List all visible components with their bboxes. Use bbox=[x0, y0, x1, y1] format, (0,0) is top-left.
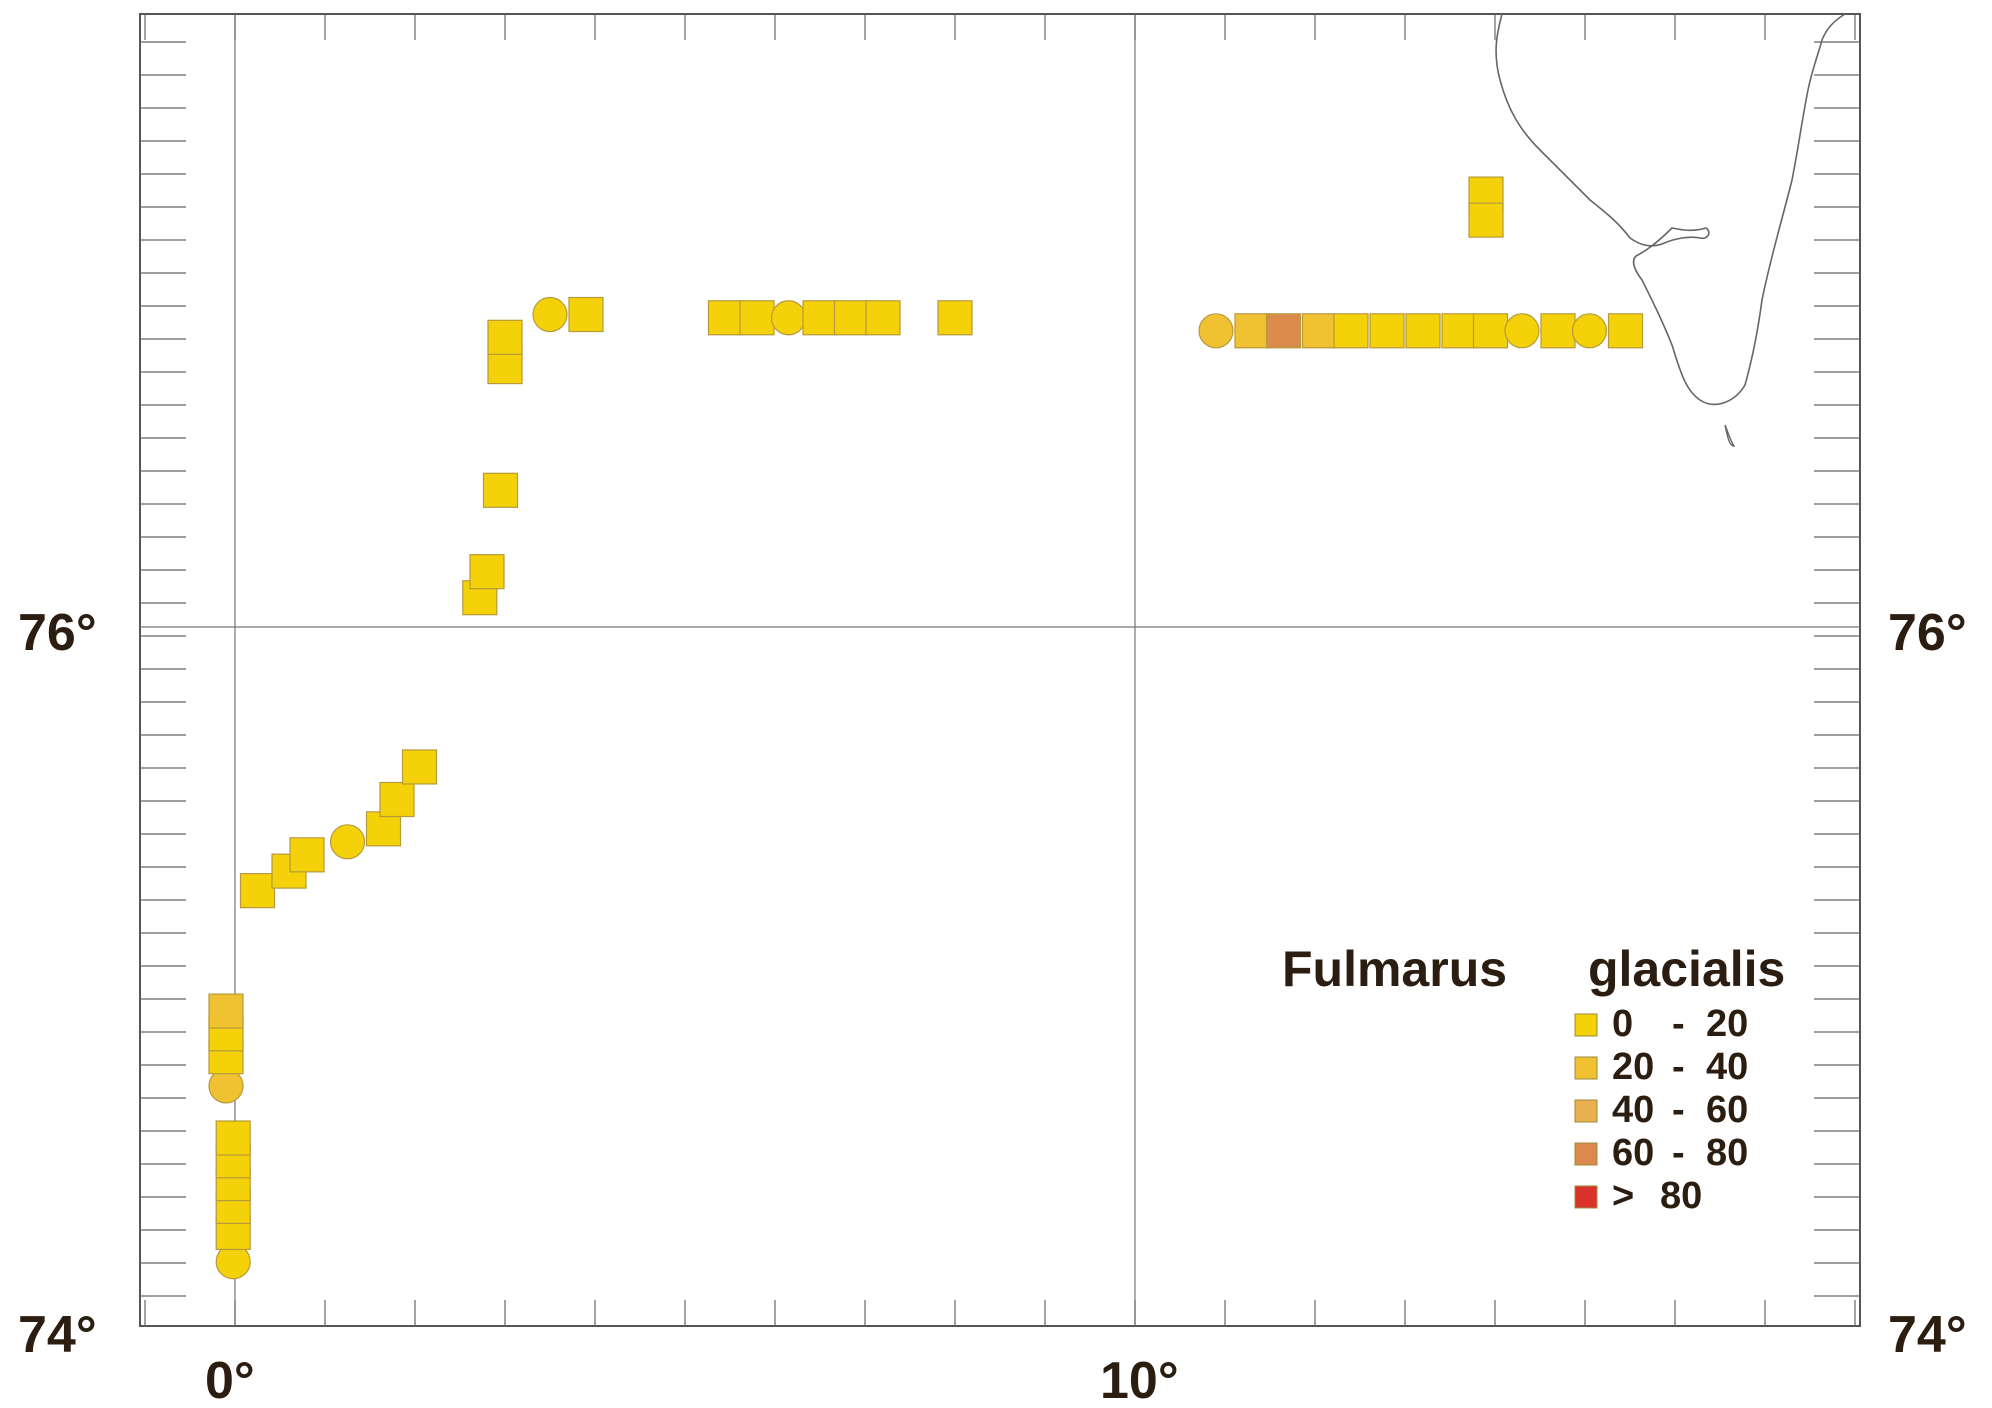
coastline-islet bbox=[1724, 424, 1736, 447]
observation-square bbox=[707, 300, 744, 336]
observation-circle bbox=[532, 296, 568, 333]
lat-label-74-left: 74° bbox=[18, 1306, 97, 1364]
legend-swatch bbox=[1574, 1142, 1598, 1166]
coastline-svalbard bbox=[1495, 13, 1846, 406]
lat-label-76-right: 76° bbox=[1888, 604, 1967, 662]
observation-circle bbox=[1571, 313, 1608, 349]
observation-square bbox=[487, 319, 523, 355]
observation-square bbox=[1369, 313, 1405, 349]
legend-label-high: 40 bbox=[1706, 1046, 1748, 1088]
tick-marks bbox=[140, 14, 1860, 1326]
observation-square bbox=[469, 554, 505, 590]
legend-label-high: 20 bbox=[1706, 1003, 1748, 1045]
legend-title-species: glacialis bbox=[1588, 941, 1785, 997]
legend-label-high: 80 bbox=[1660, 1175, 1702, 1217]
observation-square bbox=[739, 300, 775, 336]
observation-square bbox=[1441, 313, 1477, 349]
observation-circle bbox=[1504, 313, 1540, 349]
legend-label-sep: - bbox=[1672, 1003, 1685, 1045]
lat-label-76-left: 76° bbox=[18, 604, 97, 662]
legend-label-sep: - bbox=[1672, 1046, 1685, 1088]
observation-square bbox=[1472, 313, 1509, 349]
observation-square bbox=[482, 472, 519, 508]
observation-square bbox=[865, 300, 901, 336]
observation-square bbox=[401, 749, 438, 785]
observation-square bbox=[937, 300, 973, 336]
observation-square bbox=[833, 300, 870, 336]
legend-swatch bbox=[1574, 1056, 1598, 1080]
observation-square bbox=[1333, 313, 1369, 349]
legend-label-high: 80 bbox=[1706, 1132, 1748, 1174]
observation-square bbox=[568, 296, 604, 333]
legend-swatch bbox=[1574, 1013, 1598, 1037]
observation-square bbox=[215, 1120, 251, 1156]
observation-circle bbox=[329, 824, 366, 860]
observation-square bbox=[1265, 313, 1302, 349]
observation-markers bbox=[208, 176, 1644, 1280]
legend-label-low: 20 bbox=[1612, 1046, 1654, 1088]
observation-square bbox=[1607, 313, 1644, 349]
lon-label-0: 0° bbox=[205, 1352, 255, 1408]
legend-label-low: 0 bbox=[1612, 1003, 1633, 1045]
legend-label-low: 40 bbox=[1612, 1089, 1654, 1131]
observation-square bbox=[289, 837, 325, 873]
observation-square bbox=[379, 781, 415, 818]
graticule bbox=[140, 14, 1860, 1326]
observation-square bbox=[1234, 313, 1270, 349]
observation-square bbox=[1301, 313, 1338, 349]
observation-circle bbox=[770, 300, 807, 336]
observation-circle bbox=[1198, 313, 1234, 349]
legend-label-sep: - bbox=[1672, 1132, 1685, 1174]
legend-label-sep: - bbox=[1672, 1089, 1685, 1131]
observation-square bbox=[208, 993, 244, 1029]
legend-title-genus: Fulmarus bbox=[1282, 941, 1507, 997]
lat-label-74-right: 74° bbox=[1888, 1306, 1967, 1364]
legend-swatch bbox=[1574, 1185, 1598, 1209]
legend-swatch bbox=[1574, 1099, 1598, 1123]
observation-square bbox=[239, 873, 276, 909]
observation-square bbox=[1405, 313, 1441, 349]
observation-square bbox=[1540, 313, 1576, 349]
observation-square bbox=[365, 811, 402, 847]
legend-label-low: 60 bbox=[1612, 1132, 1654, 1174]
observation-square bbox=[802, 300, 838, 336]
map-frame bbox=[139, 13, 1861, 1327]
legend-label-high: 60 bbox=[1706, 1089, 1748, 1131]
lon-label-10: 10° bbox=[1100, 1352, 1179, 1408]
observation-square bbox=[1468, 202, 1504, 238]
legend-label-low: > bbox=[1612, 1175, 1634, 1217]
